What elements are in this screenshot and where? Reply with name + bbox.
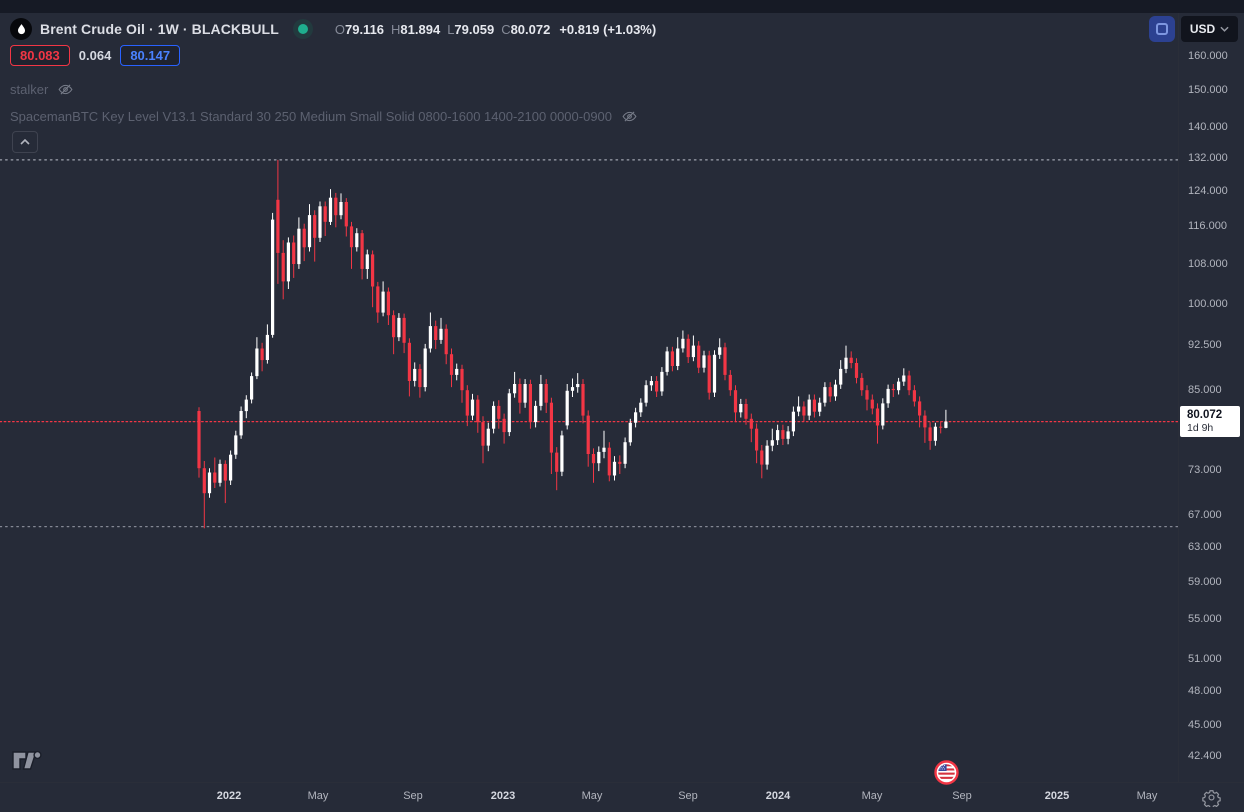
price-axis-tick: 92.500 — [1188, 339, 1222, 352]
low-label: L — [447, 21, 455, 37]
close-value: 80.072 — [510, 21, 551, 37]
time-axis-tick: 2025 — [1044, 790, 1070, 802]
current-price-label: 80.072 1d 9h — [1180, 405, 1240, 438]
price-axis-tick: 67.000 — [1188, 509, 1222, 522]
chevron-up-icon — [20, 139, 30, 145]
time-axis-tick: May — [581, 790, 603, 802]
ask-price: 80.147 — [120, 45, 181, 66]
us-economic-event-flag-icon[interactable] — [934, 760, 959, 785]
time-axis-tick: 2022 — [216, 790, 242, 802]
price-axis-tick: 150.000 — [1188, 84, 1228, 97]
ohlc-readout: O79.116 H81.894 L79.059 C80.072 +0.819 (… — [335, 22, 656, 37]
bid-price: 80.083 — [10, 45, 70, 66]
symbol-title[interactable]: Brent Crude Oil · 1W · BLACKBULL — [40, 21, 279, 37]
currency-value: USD — [1189, 22, 1216, 36]
low-value: 79.059 — [454, 21, 495, 37]
eye-off-icon[interactable] — [57, 80, 75, 98]
current-price-value: 80.072 — [1187, 408, 1223, 421]
indicator-title[interactable]: stalker — [10, 81, 49, 97]
square-outline-icon — [1156, 23, 1168, 35]
market-open-status-icon[interactable] — [292, 19, 313, 39]
price-axis-tick: 140.000 — [1188, 120, 1228, 133]
price-axis-tick: 100.000 — [1188, 298, 1228, 311]
indicator-row-stalker: stalker — [10, 80, 75, 98]
price-axis-tick: 116.000 — [1188, 219, 1227, 232]
high-label: H — [391, 21, 401, 37]
time-axis-tick: 2024 — [765, 790, 791, 802]
window-top-strip — [0, 0, 1244, 13]
price-axis-tick: 124.000 — [1188, 184, 1228, 197]
time-axis-tick: May — [861, 790, 883, 802]
oil-drop-icon — [10, 18, 32, 40]
open-label: O — [334, 21, 345, 37]
price-axis-tick: 45.000 — [1188, 718, 1222, 731]
time-axis[interactable]: 2022 May Sep 2023 May Sep 2024 May Sep 2025 May — [0, 782, 1244, 812]
price-axis-tick: 160.000 — [1188, 50, 1228, 63]
spread-value: 0.064 — [78, 48, 112, 63]
open-value: 79.116 — [344, 21, 385, 37]
indicator-row-key-level: SpacemanBTC Key Level V13.1 Standard 30 … — [10, 107, 639, 125]
price-axis-tick: 51.000 — [1188, 652, 1222, 665]
time-axis-tick: May — [307, 790, 329, 802]
symbol-legend: Brent Crude Oil · 1W · BLACKBULL O79.116… — [10, 16, 656, 42]
bid-ask-row: 80.083 0.064 80.147 — [10, 45, 181, 66]
price-axis-tick: 48.000 — [1188, 684, 1222, 697]
time-axis-tick: Sep — [952, 790, 972, 802]
price-axis-tick: 108.000 — [1188, 257, 1228, 270]
price-axis-tick: 42.400 — [1188, 750, 1222, 763]
legend-collapse-button[interactable] — [12, 131, 38, 153]
currency-dropdown[interactable]: USD — [1181, 16, 1238, 42]
layout-button[interactable] — [1149, 16, 1175, 42]
price-axis-tick: 63.000 — [1188, 541, 1222, 554]
eye-off-icon[interactable] — [621, 107, 639, 125]
time-axis-tick: May — [1136, 790, 1158, 802]
price-axis-tick: 132.000 — [1188, 151, 1228, 164]
close-label: C — [501, 21, 511, 37]
indicator-title[interactable]: SpacemanBTC Key Level V13.1 Standard 30 … — [10, 108, 613, 124]
axis-settings-gear-icon[interactable] — [1202, 788, 1222, 809]
time-axis-tick: Sep — [403, 790, 423, 802]
price-axis-tick: 59.000 — [1188, 576, 1222, 588]
price-axis-tick: 73.000 — [1188, 463, 1222, 476]
price-axis[interactable]: 160.000 150.000 140.000 132.000 124.000 116.0… — [1178, 13, 1244, 782]
time-axis-tick: 2023 — [490, 790, 516, 802]
price-axis-tick: 85.000 — [1188, 383, 1222, 396]
high-value: 81.894 — [400, 21, 441, 37]
change-value: +0.819 (+1.03%) — [559, 21, 657, 37]
tradingview-logo[interactable] — [12, 750, 46, 776]
chevron-down-icon — [1220, 24, 1229, 34]
bar-countdown: 1d 9h — [1187, 422, 1214, 434]
time-axis-tick: Sep — [678, 790, 698, 802]
price-axis-tick: 55.000 — [1188, 612, 1222, 625]
